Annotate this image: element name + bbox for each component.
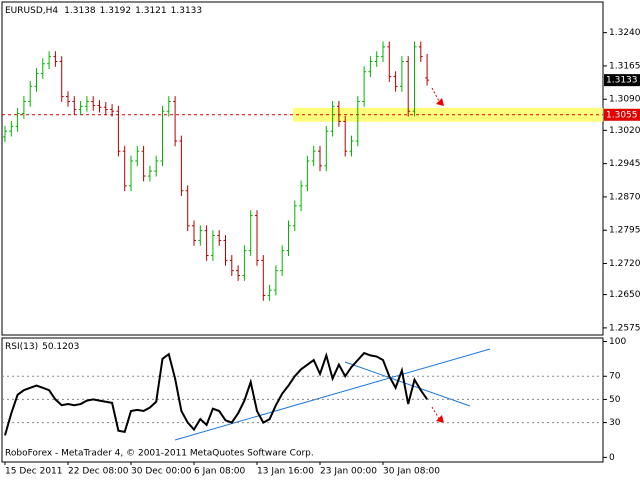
x-tick-label: 13 Jan 16:00 <box>257 467 314 477</box>
y-tick-label: 1.2575 <box>609 323 640 333</box>
rsi-title: RSI(13) <box>5 342 38 352</box>
arrow-head <box>436 415 444 423</box>
y-tick-label: 1.3090 <box>609 95 640 105</box>
high-value: 1.3192 <box>100 6 132 16</box>
rsi-trendline <box>344 361 471 407</box>
level-label: 1.3055 <box>606 110 638 120</box>
x-tick-label: 15 Dec 2011 <box>5 467 63 477</box>
x-tick-label: 22 Dec 08:00 <box>68 467 129 477</box>
low-value: 1.3121 <box>135 6 167 16</box>
forecast-arrow <box>431 406 441 421</box>
x-tick-label: 23 Jan 00:00 <box>320 467 377 477</box>
y-tick-label: 1.3165 <box>609 61 640 71</box>
y-tick-label: 100 <box>609 337 626 347</box>
price-header: EURUSD,H4 1.3138 1.3192 1.3121 1.3133 <box>5 6 202 16</box>
rsi-value: 50.1203 <box>42 342 79 352</box>
footer: RoboForex - MetaTrader 4, © 2001-2011 Me… <box>5 449 314 459</box>
close-value: 1.3133 <box>171 6 203 16</box>
y-tick-label: 1.2720 <box>609 259 640 269</box>
arrow-head <box>436 98 444 106</box>
y-tick-label: 30 <box>609 418 621 428</box>
y-tick-label: 1.2795 <box>609 226 640 236</box>
x-tick-label: 30 Jan 08:00 <box>383 467 440 477</box>
symbol: EURUSD,H4 <box>5 6 58 16</box>
level-label-box <box>604 108 640 121</box>
forecast-arrow <box>431 87 441 104</box>
open-value: 1.3138 <box>64 6 96 16</box>
rsi-header: RSI(13) 50.1203 <box>5 342 79 352</box>
y-tick-label: 50 <box>609 395 621 405</box>
annotations <box>174 87 491 441</box>
y-tick-label: 1.2945 <box>609 159 640 169</box>
x-tick-label: 6 Jan 08:00 <box>194 467 246 477</box>
x-tick-label: 30 Dec 00:00 <box>131 467 192 477</box>
rsi-line <box>4 351 428 436</box>
y-tick-label: 1.3240 <box>609 28 640 38</box>
price-label: 1.3133 <box>606 76 638 86</box>
price-panel <box>1 1 604 336</box>
y-tick-label: 1.2650 <box>609 290 640 300</box>
rsi-trendline <box>174 348 491 441</box>
y-tick-label: 70 <box>609 372 621 382</box>
rsi-panel <box>1 337 604 463</box>
y-tick-label: 1.2870 <box>609 192 640 202</box>
y-tick-label: 0 <box>609 453 615 463</box>
price-label-box <box>604 74 640 87</box>
y-tick-label: 1.3020 <box>609 126 640 136</box>
